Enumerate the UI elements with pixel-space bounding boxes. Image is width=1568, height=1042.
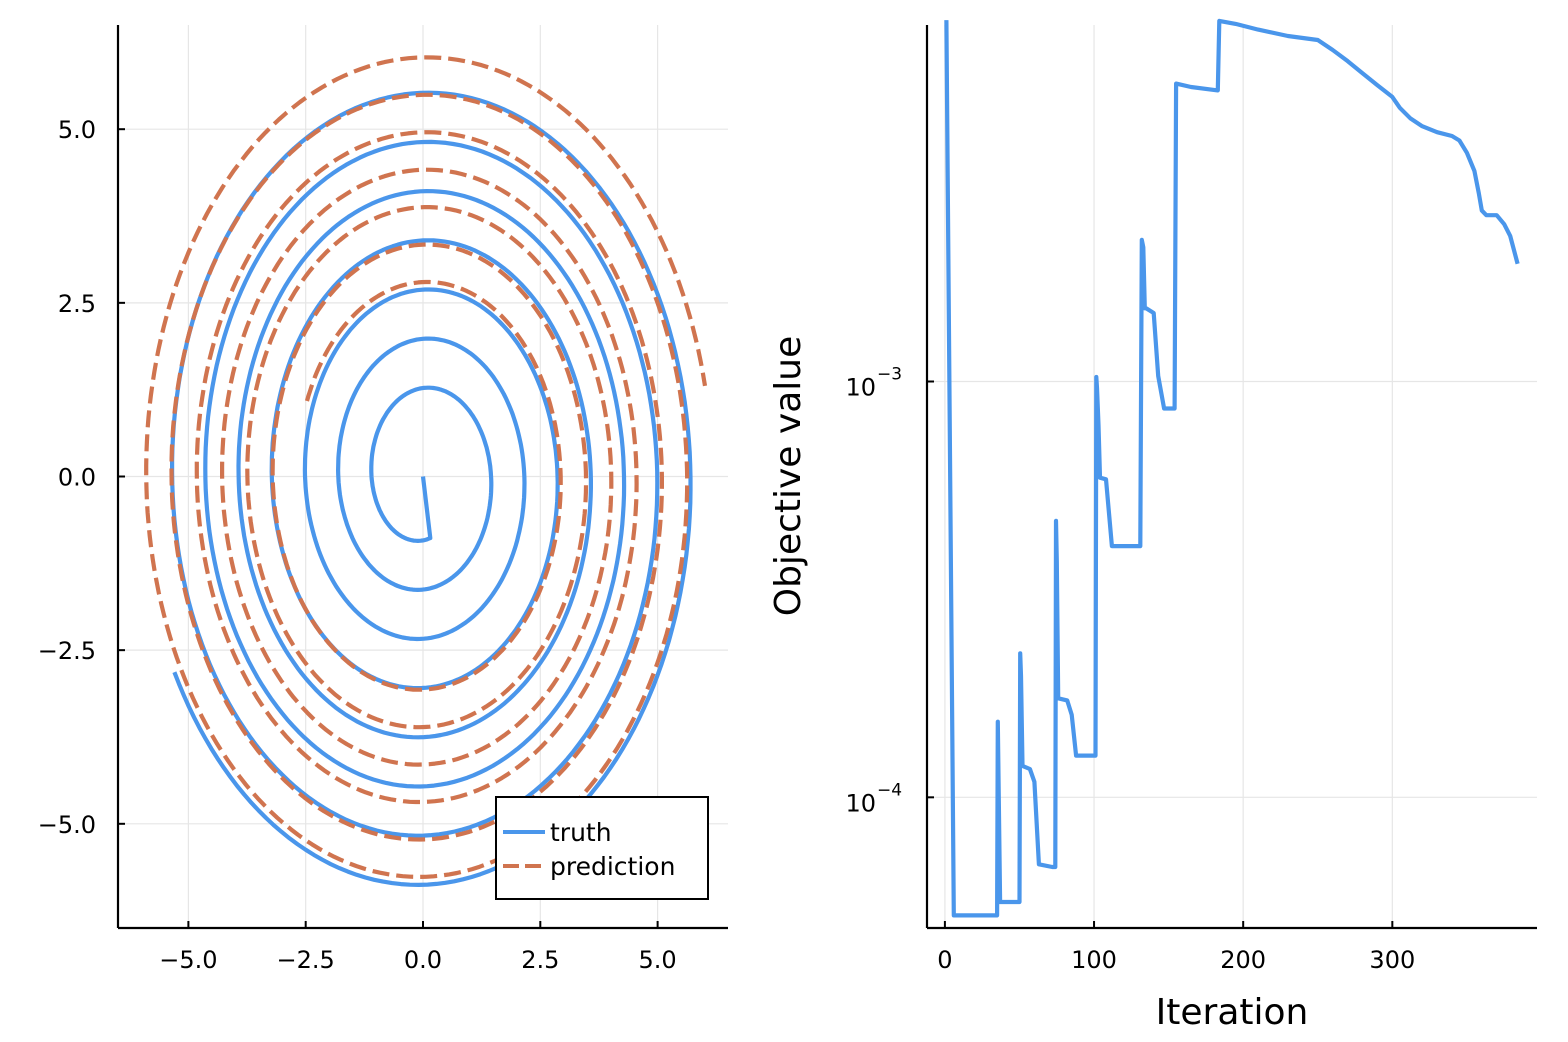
phase-y-tick-label: −2.5 (38, 637, 96, 665)
phase-y-tick-label: 0.0 (58, 464, 96, 492)
objective-x-tick-label: 100 (1071, 946, 1117, 974)
legend-label-truth: truth (550, 818, 612, 847)
phase-plot-series (144, 55, 708, 887)
series-line-truth (170, 90, 693, 887)
phase-x-tick-label: −2.5 (277, 946, 335, 974)
objective-y-tick-base: 10 (845, 789, 876, 817)
phase-x-tick-label: 0.0 (404, 946, 442, 974)
objective-y-tick-exponent: −4 (877, 780, 902, 800)
objective-x-tick-label: 200 (1220, 946, 1266, 974)
objective-y-tick-exponent: −3 (877, 364, 902, 384)
legend-box (495, 796, 709, 900)
objective-plot-series (944, 18, 1520, 918)
phase-plot-ticks: −5.0 −2.5 0.0 2.5 5.0 −5.0 −2.5 0.0 2.5 … (38, 116, 677, 974)
objective-plot-ticks: 0 100 200 300 10 −4 10 −3 (845, 364, 1415, 974)
x-axis-title: Iteration (1156, 992, 1309, 1033)
phase-plot-panel: −5.0 −2.5 0.0 2.5 5.0 −5.0 −2.5 0.0 2.5 … (38, 25, 728, 974)
objective-y-tick-label: 10 −4 (845, 780, 902, 817)
objective-plot-axes (925, 25, 1537, 930)
objective-y-tick-label: 10 −3 (845, 364, 902, 401)
phase-y-tick-label: −5.0 (38, 811, 96, 839)
phase-y-tick-label: 5.0 (58, 116, 96, 144)
phase-x-tick-label: 2.5 (521, 946, 559, 974)
objective-x-tick-label: 300 (1369, 946, 1415, 974)
y-axis-title: Objective value (768, 336, 809, 616)
phase-x-tick-label: 5.0 (639, 946, 677, 974)
legend: truth prediction (495, 796, 709, 900)
series-line-prediction (144, 55, 708, 879)
phase-y-tick-label: 2.5 (58, 290, 96, 318)
objective-plot-panel: 0 100 200 300 10 −4 10 −3 Iteration Obje… (768, 18, 1537, 1033)
legend-label-prediction: prediction (550, 852, 675, 881)
objective-y-tick-base: 10 (845, 373, 876, 401)
objective-x-tick-label: 0 (937, 946, 952, 974)
series-line-objective (944, 18, 1520, 918)
phase-x-tick-label: −5.0 (159, 946, 217, 974)
